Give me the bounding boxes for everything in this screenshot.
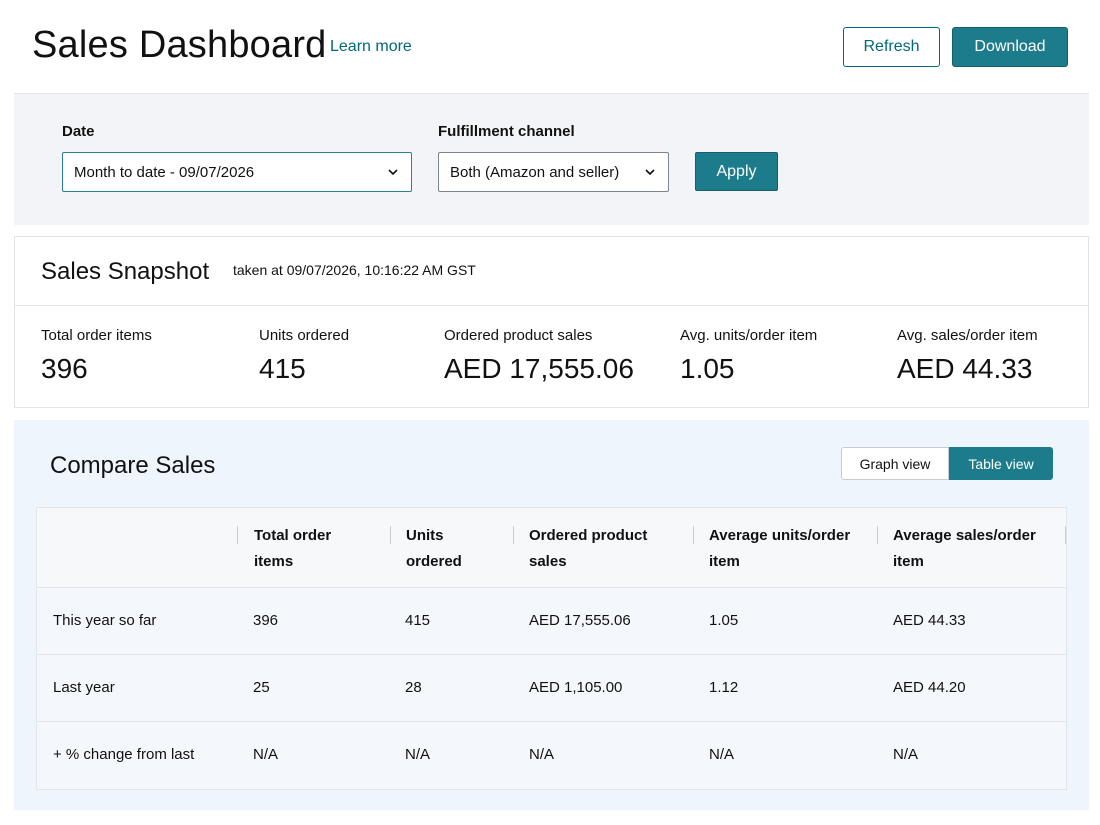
table-cell: N/A xyxy=(529,746,555,763)
compare-sales-section: Compare Sales Graph view Table view Tota… xyxy=(14,420,1089,810)
column-header-line: Average sales/order xyxy=(893,527,1036,544)
column-divider xyxy=(1065,526,1066,544)
table-cell: 25 xyxy=(253,679,270,696)
column-header-average-sales-per-order-item: Average sales/order item xyxy=(893,523,1036,575)
table-cell: N/A xyxy=(253,746,279,763)
chevron-down-icon xyxy=(645,169,655,176)
metric-label: Units ordered xyxy=(259,327,350,344)
page-header: Sales Dashboard Learn more Refresh Downl… xyxy=(0,0,1100,92)
table-cell: AED 17,555.06 xyxy=(529,612,631,629)
view-toggle: Graph view Table view xyxy=(841,447,1053,480)
table-cell: N/A xyxy=(893,746,919,763)
table-cell: N/A xyxy=(709,746,735,763)
table-row-this-year: This year so far 396 415 AED 17,555.06 1… xyxy=(37,588,1066,655)
snapshot-timestamp: taken at 09/07/2026, 10:16:22 AM GST xyxy=(233,262,476,278)
metric-value: 1.05 xyxy=(680,353,735,384)
table-header-row: Total order items Units ordered Ordered … xyxy=(37,508,1066,588)
date-label: Date xyxy=(62,123,95,140)
page-title: Sales Dashboard xyxy=(32,24,327,66)
column-header-line: sales xyxy=(529,553,567,570)
column-divider xyxy=(877,526,878,544)
table-row-percent-change: + % change from last N/A N/A N/A N/A N/A xyxy=(37,722,1066,789)
chevron-down-icon xyxy=(388,169,398,176)
column-divider xyxy=(513,526,514,544)
download-button[interactable]: Download xyxy=(952,27,1068,67)
table-cell: N/A xyxy=(405,746,431,763)
fulfillment-channel-label: Fulfillment channel xyxy=(438,123,575,140)
column-header-total-order-items: Total order items xyxy=(254,523,331,575)
compare-sales-table: Total order items Units ordered Ordered … xyxy=(36,507,1067,790)
metric-label: Avg. sales/order item xyxy=(897,327,1038,344)
metric-value: 415 xyxy=(259,353,306,384)
graph-view-button[interactable]: Graph view xyxy=(841,447,949,480)
metric-ordered-product-sales: Ordered product sales AED 17,555.06 xyxy=(444,327,634,385)
column-header-average-units-per-order-item: Average units/order item xyxy=(709,523,850,575)
metric-avg-sales-per-order-item: Avg. sales/order item AED 44.33 xyxy=(897,327,1038,385)
fulfillment-channel-select[interactable]: Both (Amazon and seller) xyxy=(438,152,669,192)
date-select[interactable]: Month to date - 09/07/2026 xyxy=(62,152,412,192)
filter-panel: Date Month to date - 09/07/2026 Fulfillm… xyxy=(14,93,1089,225)
metric-value: AED 17,555.06 xyxy=(444,353,634,384)
metric-label: Total order items xyxy=(41,327,152,344)
table-row-last-year: Last year 25 28 AED 1,105.00 1.12 AED 44… xyxy=(37,655,1066,722)
sales-snapshot-card: Sales Snapshot taken at 09/07/2026, 10:1… xyxy=(14,236,1089,408)
metric-total-order-items: Total order items 396 xyxy=(41,327,152,385)
metric-label: Avg. units/order item xyxy=(680,327,818,344)
learn-more-link[interactable]: Learn more xyxy=(330,38,412,55)
column-divider xyxy=(237,526,238,544)
row-label: Last year xyxy=(53,679,115,696)
column-header-ordered-product-sales: Ordered product sales xyxy=(529,523,647,575)
table-cell: AED 1,105.00 xyxy=(529,679,623,696)
column-header-line: items xyxy=(254,553,294,570)
column-header-line: Total order xyxy=(254,527,332,544)
metric-units-ordered: Units ordered 415 xyxy=(259,327,349,385)
column-header-line: Average units/order xyxy=(709,527,851,544)
row-label: This year so far xyxy=(53,612,157,629)
table-cell: 28 xyxy=(405,679,422,696)
date-select-value: Month to date - 09/07/2026 xyxy=(74,163,255,181)
fulfillment-channel-value: Both (Amazon and seller) xyxy=(450,163,620,181)
table-cell: AED 44.33 xyxy=(893,612,966,629)
metric-avg-units-per-order-item: Avg. units/order item 1.05 xyxy=(680,327,817,385)
snapshot-header: Sales Snapshot taken at 09/07/2026, 10:1… xyxy=(15,237,1088,306)
column-header-line: ordered xyxy=(406,553,462,570)
row-label: + % change from last xyxy=(53,746,195,763)
apply-button[interactable]: Apply xyxy=(695,152,778,191)
column-divider xyxy=(693,526,694,544)
metric-value: 396 xyxy=(41,353,88,384)
table-cell: 1.05 xyxy=(709,612,739,629)
table-cell: AED 44.20 xyxy=(893,679,966,696)
metric-value: AED 44.33 xyxy=(897,353,1033,384)
column-header-units-ordered: Units ordered xyxy=(406,523,462,575)
table-cell: 396 xyxy=(253,612,279,629)
compare-sales-title: Compare Sales xyxy=(50,452,216,479)
column-header-line: item xyxy=(893,553,924,570)
table-view-button[interactable]: Table view xyxy=(949,447,1053,480)
table-cell: 415 xyxy=(405,612,431,629)
table-cell: 1.12 xyxy=(709,679,739,696)
refresh-button[interactable]: Refresh xyxy=(843,27,940,67)
snapshot-title: Sales Snapshot xyxy=(41,258,210,285)
column-header-line: Units xyxy=(406,527,444,544)
column-header-line: Ordered product xyxy=(529,527,648,544)
column-divider xyxy=(390,526,391,544)
metric-label: Ordered product sales xyxy=(444,327,593,344)
column-header-line: item xyxy=(709,553,740,570)
